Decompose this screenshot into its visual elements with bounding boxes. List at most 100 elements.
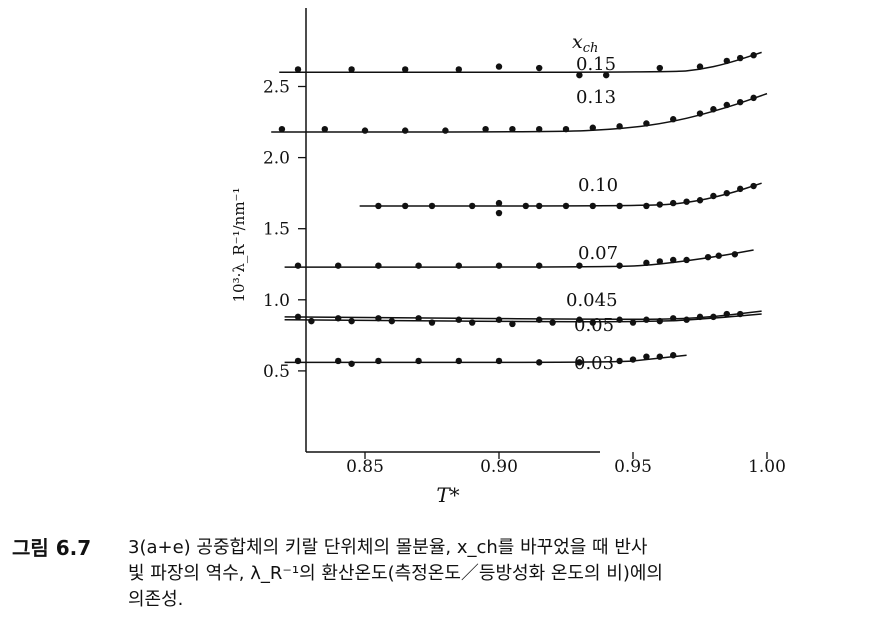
data-point: [723, 57, 730, 65]
data-point: [402, 66, 409, 73]
x-tick-label: 0.95: [614, 457, 652, 477]
y-tick-label: 0.5: [263, 362, 290, 382]
series-labels: 0.15 0.13 0.10 0.07 0.045 0.05 0.03: [566, 54, 618, 374]
data-point: [710, 313, 717, 321]
data-point: [670, 199, 677, 207]
data-point: [495, 262, 503, 269]
data-point: [576, 262, 583, 269]
data-point: [696, 313, 704, 321]
data-point: [278, 125, 286, 133]
series-label: 0.045: [566, 290, 618, 311]
data-point: [536, 202, 543, 210]
caption-line-2: 빛 파장의 역수, λ_R⁻¹의 환산온도(측정온도／등방성화 온도의 비)에의: [128, 563, 663, 584]
data-point: [455, 262, 462, 269]
data-point: [495, 316, 503, 323]
data-point: [715, 252, 722, 259]
caption-label: 그림 6.7: [12, 536, 92, 560]
data-point: [442, 127, 449, 134]
data-point: [348, 317, 355, 325]
data-point: [723, 189, 730, 197]
data-point: [643, 316, 650, 323]
data-point: [737, 185, 744, 193]
data-point: [710, 192, 717, 200]
fit-curves: [271, 51, 768, 364]
data-point: [549, 319, 556, 326]
data-point: [737, 98, 744, 106]
data-point: [643, 120, 650, 127]
series-label: 0.13: [576, 87, 616, 108]
y-tick-label: 1.0: [263, 291, 290, 311]
data-point: [321, 125, 328, 133]
data-point: [495, 63, 503, 70]
data-point: [536, 359, 543, 366]
data-point: [455, 357, 462, 365]
data-point: [750, 52, 757, 59]
data-point: [375, 357, 382, 365]
data-point: [589, 202, 596, 210]
data-point: [616, 202, 623, 210]
chart: 0.51.01.52.02.5 0.85 0.90 0.95 1.00 0.150.1…: [230, 8, 786, 507]
data-point: [428, 202, 436, 210]
data-point: [375, 315, 382, 322]
data-point: [656, 317, 663, 325]
data-point: [388, 317, 395, 325]
data-point: [536, 316, 543, 323]
fit-curve-0.07: [284, 249, 754, 268]
x-tick-label: 0.90: [480, 457, 518, 477]
data-points: [278, 52, 757, 367]
data-point: [643, 353, 650, 360]
data-point: [576, 71, 583, 79]
data-point: [536, 125, 543, 133]
data-point: [750, 182, 757, 190]
y-tick-label: 2.5: [263, 78, 290, 98]
data-point: [415, 315, 422, 322]
data-point: [589, 319, 596, 326]
data-point: [670, 256, 677, 264]
data-point: [428, 319, 436, 326]
data-point: [737, 310, 744, 318]
data-point: [562, 202, 570, 210]
x-tick-label: 0.85: [346, 457, 384, 477]
data-point: [335, 315, 342, 322]
data-point: [616, 262, 623, 269]
y-axis-label: 10³·λ_R⁻¹/nm⁻¹: [230, 188, 248, 303]
data-point: [348, 66, 355, 73]
data-point: [696, 63, 704, 70]
fit-curve-0.045: [284, 310, 762, 320]
data-point: [683, 316, 690, 323]
fit-curve-0.13: [271, 92, 768, 133]
series-label: 0.03: [574, 353, 614, 374]
series-label: 0.05: [574, 315, 614, 336]
data-point: [629, 356, 637, 363]
data-point: [482, 125, 489, 133]
caption-line-3: 의존성.: [128, 589, 184, 610]
data-point: [308, 317, 315, 325]
data-point: [348, 360, 355, 367]
data-point: [415, 357, 422, 365]
data-point: [495, 357, 503, 365]
data-point: [294, 313, 302, 321]
fit-curve-0.03: [284, 354, 687, 364]
data-point: [683, 256, 690, 264]
data-point: [375, 202, 382, 210]
data-point: [375, 262, 382, 269]
fit-curve-0.15: [279, 51, 762, 74]
data-point: [643, 259, 650, 267]
x-axis: 0.85 0.90 0.95 1.00: [346, 452, 786, 477]
data-point: [294, 66, 302, 73]
data-point: [710, 106, 717, 113]
data-point: [576, 316, 583, 323]
data-point: [750, 94, 757, 102]
series-label: 0.07: [578, 243, 618, 264]
data-point: [704, 253, 712, 261]
data-point: [656, 201, 663, 208]
data-point: [509, 125, 516, 133]
data-point: [629, 319, 637, 326]
data-point: [562, 125, 570, 133]
data-point: [656, 258, 663, 265]
plot-frame: [305, 8, 600, 453]
x-axis-label: T*: [436, 483, 459, 507]
data-point: [616, 316, 623, 323]
data-point: [643, 202, 650, 210]
data-point: [509, 320, 516, 328]
